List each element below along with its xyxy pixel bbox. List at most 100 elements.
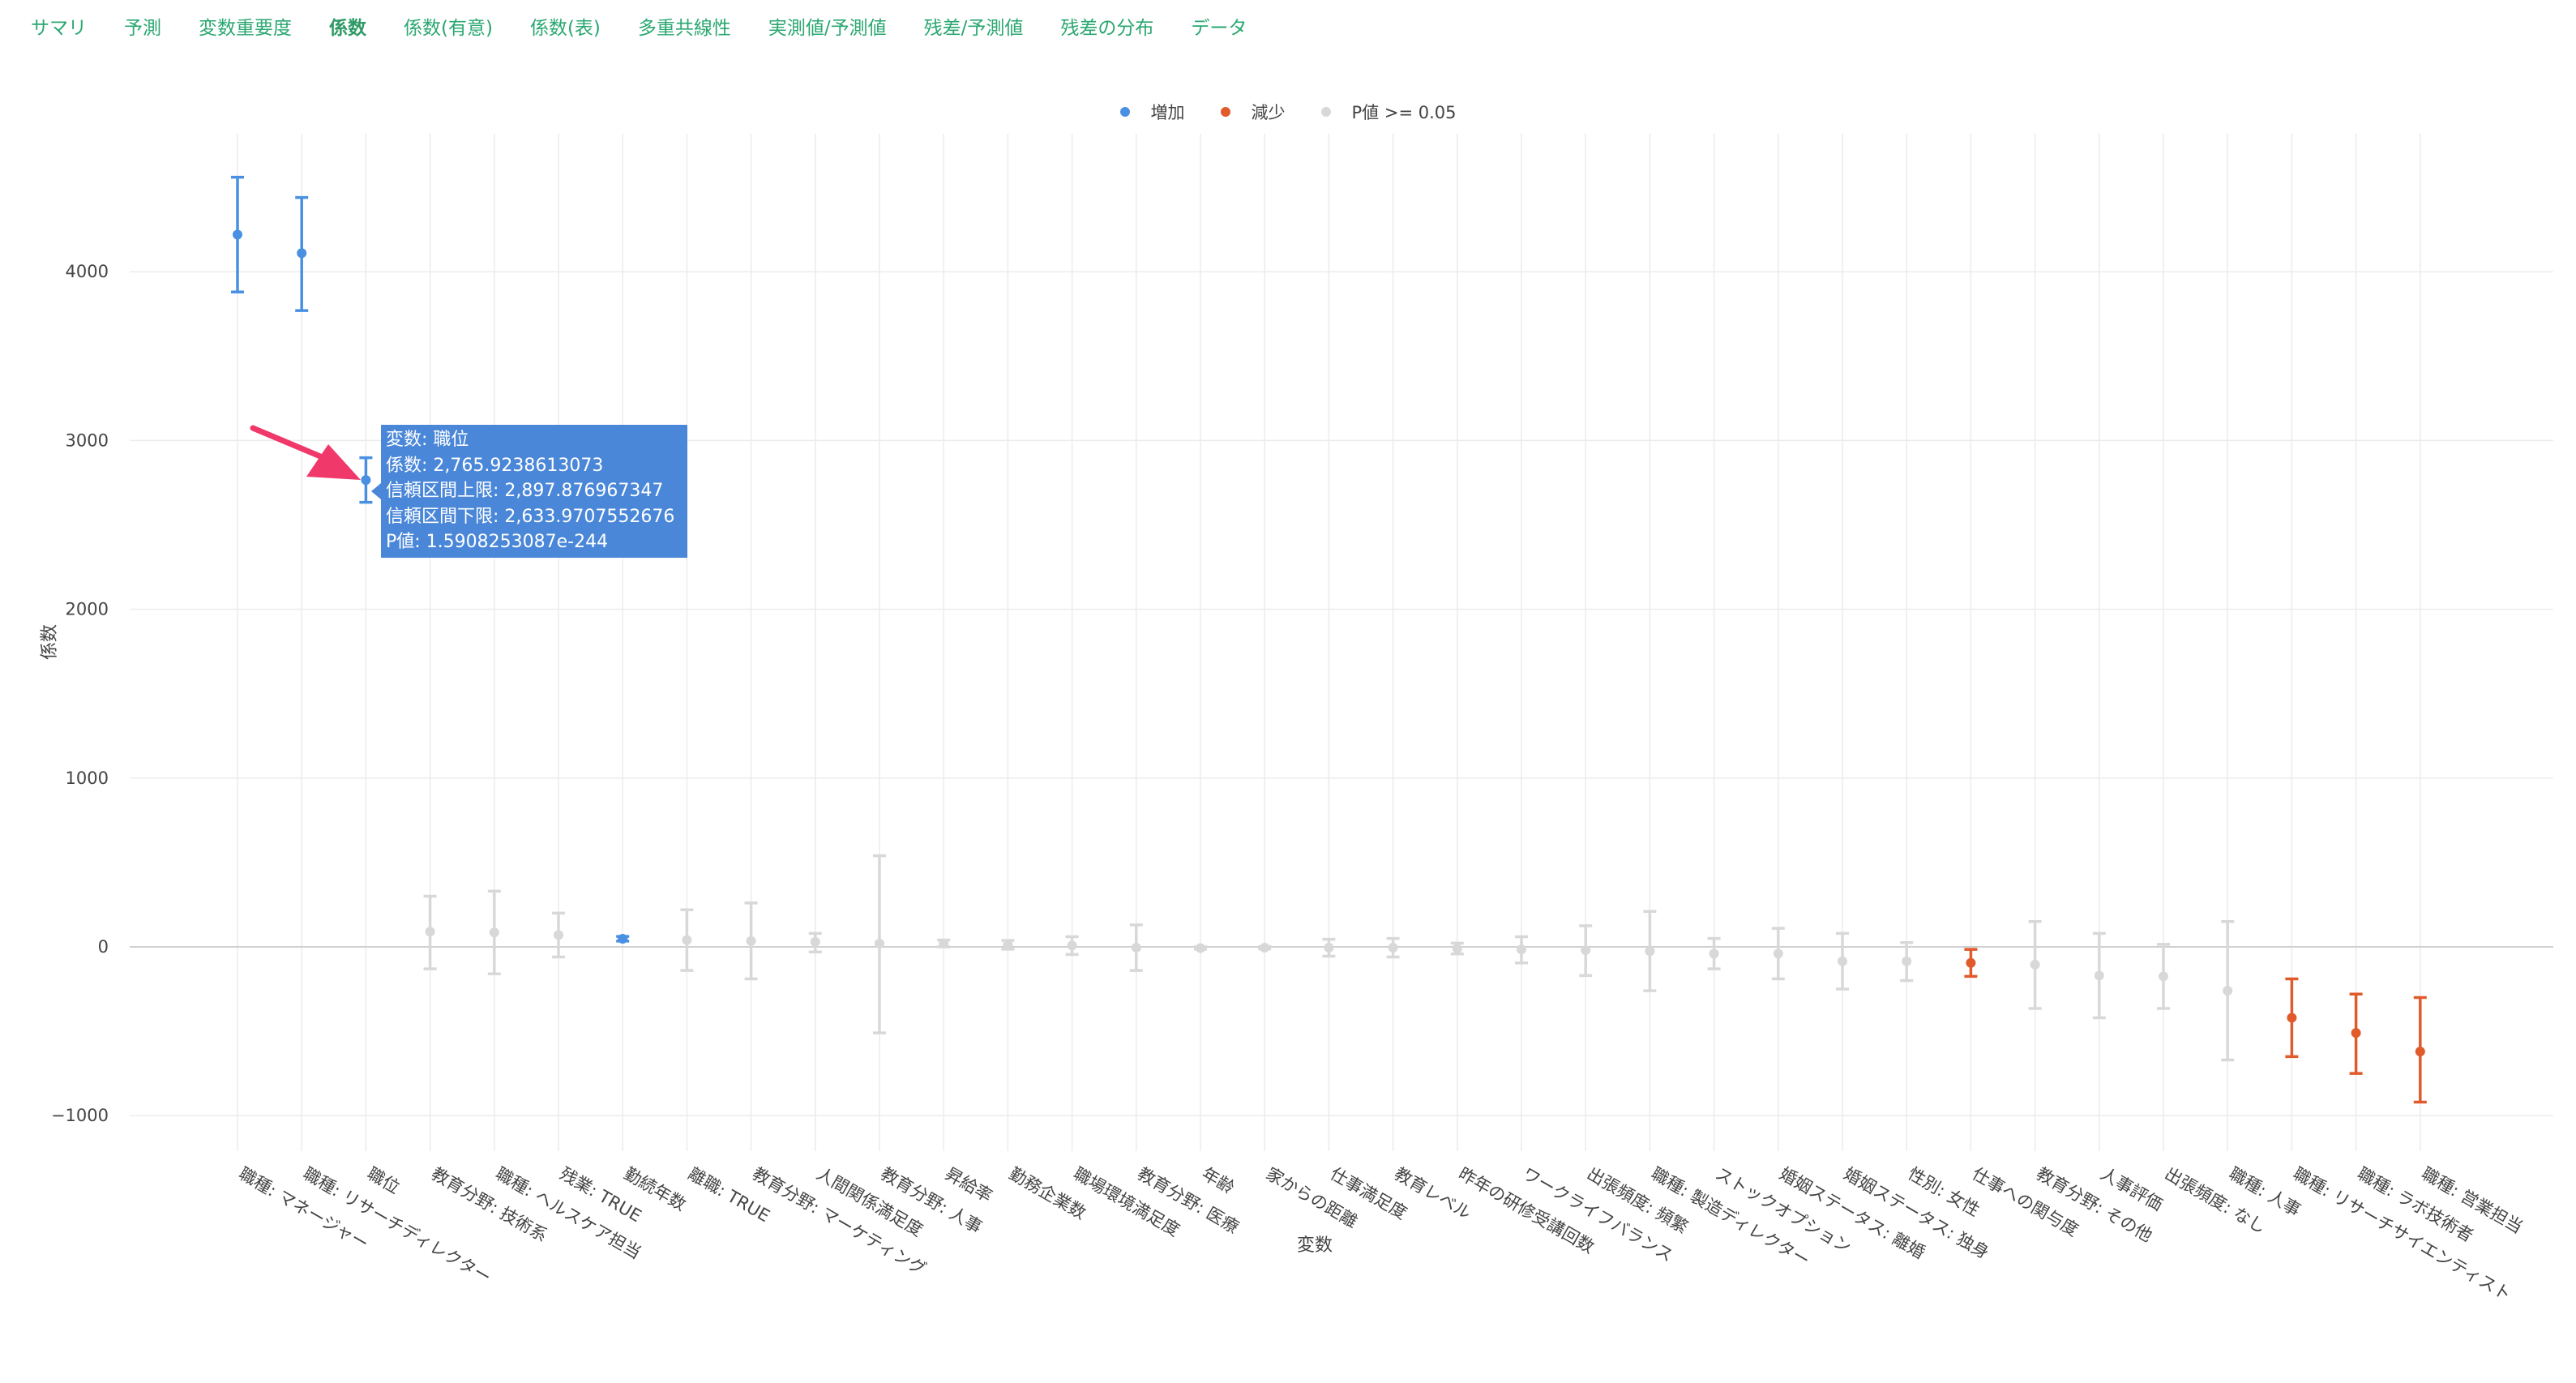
coef-marker: [361, 475, 371, 486]
coef-marker: [233, 229, 242, 240]
arrow-head: [306, 444, 361, 480]
tooltip-coefficient: 係数: 2,765.9238613073: [386, 455, 604, 476]
coef-marker: [682, 935, 692, 945]
coef-point[interactable]: [1836, 931, 1849, 991]
coef-point[interactable]: [423, 894, 437, 970]
coef-marker: [875, 938, 884, 948]
legend-marker: [1220, 107, 1230, 117]
tab-8[interactable]: 残差/予測値: [923, 18, 1024, 39]
y-tick-label: 4000: [66, 262, 109, 281]
coef-point[interactable]: [231, 175, 244, 293]
coef-marker: [1966, 957, 1976, 968]
coef-marker: [1260, 943, 1270, 953]
coef-point[interactable]: [2413, 996, 2427, 1104]
tab-7[interactable]: 実測値/予測値: [768, 18, 887, 39]
coef-point[interactable]: [552, 911, 565, 959]
coef-marker: [1452, 944, 1462, 954]
coef-marker: [1196, 943, 1205, 953]
y-tick-label: −1000: [51, 1106, 109, 1125]
coef-marker: [1131, 943, 1141, 953]
legend-item-1[interactable]: 減少: [1220, 100, 1286, 124]
tab-6[interactable]: 多重共線性: [637, 18, 731, 39]
coef-point[interactable]: [744, 901, 758, 981]
tooltip-upper-bound: 信頼区間上限: 2,897.876967347: [386, 481, 664, 501]
coef-point[interactable]: [1129, 923, 1143, 972]
y-tick-label: 3000: [66, 430, 109, 450]
coef-marker: [2094, 970, 2104, 981]
tab-4[interactable]: 係数(有意): [404, 18, 493, 39]
coef-point[interactable]: [2349, 992, 2363, 1075]
x-tick-label: 職位: [364, 1164, 403, 1198]
x-tick-label: 教育分野: その他: [2033, 1164, 2155, 1246]
coef-point[interactable]: [1900, 941, 1914, 983]
legend-item-2[interactable]: P値 >= 0.05: [1320, 100, 1456, 124]
coef-point[interactable]: [2285, 977, 2299, 1059]
coef-marker: [2351, 1028, 2361, 1038]
coef-point[interactable]: [1194, 943, 1207, 953]
coef-point[interactable]: [1515, 935, 1528, 965]
tab-9[interactable]: 残差の分布: [1060, 18, 1154, 39]
coef-marker: [1003, 940, 1013, 950]
tab-0[interactable]: サマリ: [31, 18, 87, 39]
tab-5[interactable]: 係数(表): [529, 18, 601, 39]
x-tick-label: 教育分野: 技術系: [428, 1164, 550, 1246]
coef-point[interactable]: [487, 889, 501, 976]
x-tick-label: 仕事への関与度: [1969, 1164, 2082, 1240]
coef-marker: [939, 938, 949, 948]
coef-point[interactable]: [1707, 936, 1721, 970]
hover-tooltip: 変数: 職位 係数: 2,765.9238613073 信頼区間上限: 2,89…: [381, 425, 687, 558]
legend-marker: [1320, 107, 1331, 117]
coef-point[interactable]: [1322, 937, 1336, 958]
coef-point[interactable]: [1643, 910, 1657, 992]
coef-point[interactable]: [1258, 943, 1272, 953]
y-tick-label: 2000: [66, 600, 109, 619]
coef-point[interactable]: [937, 938, 951, 948]
coef-point[interactable]: [1771, 927, 1785, 981]
chart-legend: 増加 減少 P値 >= 0.05: [0, 100, 2576, 124]
coef-point[interactable]: [1450, 941, 1464, 956]
coef-marker: [489, 927, 499, 938]
coef-point[interactable]: [2221, 920, 2235, 1062]
tooltip-pointer: [371, 483, 381, 499]
tooltip-lower-bound: 信頼区間下限: 2,633.9707552676: [386, 506, 675, 527]
coef-marker: [746, 936, 756, 946]
legend-item-0[interactable]: 増加: [1119, 100, 1185, 124]
coef-point[interactable]: [2028, 920, 2042, 1010]
coef-point[interactable]: [1001, 939, 1015, 951]
coef-point[interactable]: [873, 854, 886, 1034]
coef-marker: [1902, 956, 1912, 966]
legend-label: 減少: [1251, 103, 1286, 122]
coef-point[interactable]: [1964, 948, 1978, 978]
tab-3[interactable]: 係数: [329, 18, 366, 39]
coef-marker: [2159, 971, 2168, 982]
x-tick-label: 職場環境満足度: [1070, 1164, 1183, 1240]
coef-point[interactable]: [680, 908, 694, 972]
coef-marker: [297, 248, 307, 259]
coef-point[interactable]: [295, 195, 309, 312]
coef-point[interactable]: [2157, 943, 2170, 1010]
coef-point[interactable]: [2092, 931, 2106, 1020]
tooltip-variable: 変数: 職位: [386, 430, 469, 450]
coef-marker: [1388, 943, 1398, 953]
tab-1[interactable]: 予測: [124, 18, 161, 39]
coef-point[interactable]: [1386, 936, 1400, 959]
coef-point[interactable]: [359, 456, 373, 504]
legend-marker: [1119, 107, 1130, 117]
coef-point[interactable]: [1065, 935, 1079, 957]
coef-marker: [2415, 1047, 2425, 1057]
coef-marker: [1645, 946, 1655, 957]
coef-point[interactable]: [808, 931, 822, 953]
coef-marker: [1838, 956, 1847, 966]
coef-marker: [2287, 1013, 2297, 1023]
tab-2[interactable]: 変数重要度: [199, 18, 292, 39]
coef-marker: [618, 934, 628, 944]
arrow-shaft: [250, 425, 327, 461]
coef-point[interactable]: [616, 934, 630, 944]
coef-marker: [425, 927, 435, 937]
coef-marker: [1709, 948, 1719, 959]
coef-marker: [2030, 959, 2040, 970]
coef-marker: [810, 936, 820, 947]
coef-point[interactable]: [1579, 924, 1593, 978]
tab-10[interactable]: データ: [1191, 18, 1247, 39]
